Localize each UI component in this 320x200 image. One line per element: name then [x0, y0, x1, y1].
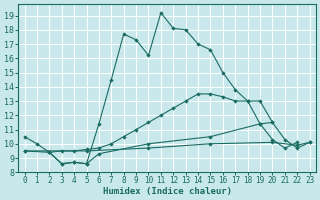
X-axis label: Humidex (Indice chaleur): Humidex (Indice chaleur) [103, 187, 232, 196]
